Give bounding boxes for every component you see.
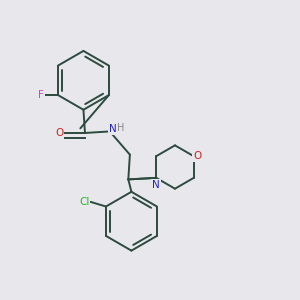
Text: N: N (152, 180, 160, 190)
Text: H: H (117, 123, 124, 133)
Text: Cl: Cl (79, 197, 89, 207)
Text: O: O (55, 128, 63, 138)
Text: N: N (109, 124, 117, 134)
Text: F: F (38, 90, 44, 100)
Text: O: O (193, 151, 202, 161)
